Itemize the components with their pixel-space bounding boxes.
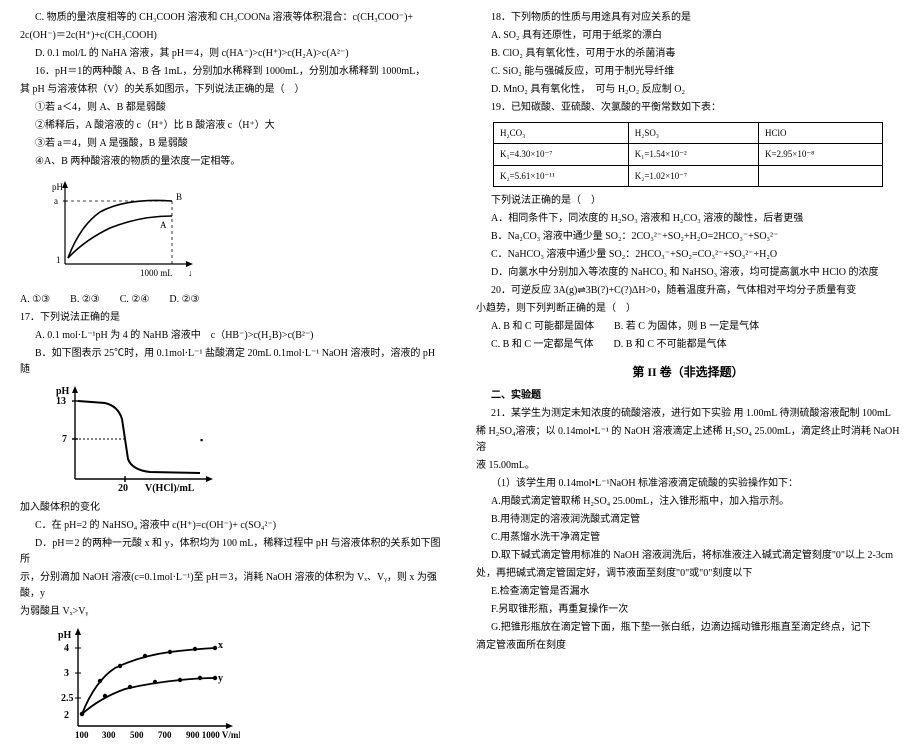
text-line: D. MnO₂ 具有氧化性， 可与 H₂O₂ 反应制 O₂ xyxy=(476,82,900,98)
table-row: K₁=4.30×10⁻⁷ K₁=1.54×10⁻² K=2.95×10⁻⁸ xyxy=(493,144,882,165)
q17-d3: 为弱酸且 Vₓ>Vᵧ xyxy=(20,604,444,620)
table-row: H₂CO₃ H₂SO₃ HClO xyxy=(493,123,882,144)
svg-text:700: 700 xyxy=(158,730,172,740)
graph-3-dilution-xy: pH 4 3 2.5 2 100 300 500 700 900 1000 V/… xyxy=(50,626,444,746)
svg-text:pH: pH xyxy=(58,630,72,641)
svg-text:4: 4 xyxy=(64,643,69,654)
table-cell: K₁=1.54×10⁻² xyxy=(628,144,758,165)
svg-text:↓: ↓ xyxy=(188,268,193,278)
svg-text:900 1000 V/mL: 900 1000 V/mL xyxy=(186,730,240,740)
svg-text:13: 13 xyxy=(56,396,66,407)
svg-text:500: 500 xyxy=(130,730,144,740)
text-line: 16．pH＝1的两种酸 A、B 各 1mL，分别加水稀释到 1000mL，分别加… xyxy=(20,64,444,80)
svg-text:A: A xyxy=(160,220,167,230)
q17-d: D．pH＝2 的两种一元酸 x 和 y，体积均为 100 mL，稀释过程中 pH… xyxy=(20,536,444,568)
equilibrium-constants-table: H₂CO₃ H₂SO₃ HClO K₁=4.30×10⁻⁷ K₁=1.54×10… xyxy=(493,122,883,187)
text-line: D. 0.1 mol/L 的 NaHA 溶液，其 pH＝4，则 c(HA⁻)>c… xyxy=(20,46,444,62)
text-line: C. SiO₂ 能与强碱反应，可用于制光导纤维 xyxy=(476,64,900,80)
text-line: A.用酸式滴定管取稀 H₂SO₄ 25.00mL，注入锥形瓶中，加入指示剂。 xyxy=(476,494,900,510)
svg-text:▪: ▪ xyxy=(200,435,203,445)
q17-c: C．在 pH=2 的 NaHSO₄ 溶液中 c(H⁺)=c(OH⁻)+ c(SO… xyxy=(20,518,444,534)
graph-svg: pH a 1 B A 1000 mL ↓ xyxy=(50,176,200,286)
text-line: 21．某学生为测定未知浓度的硫酸溶液，进行如下实验 用 1.00mL 待测硫酸溶… xyxy=(476,406,900,422)
q17-b2: 加入酸体积的变化 xyxy=(20,500,444,516)
right-column: 18．下列物质的性质与用途具有对应关系的是 A. SO₂ 具有还原性，可用于纸浆… xyxy=(460,8,908,643)
table-cell: K=2.95×10⁻⁸ xyxy=(758,144,882,165)
text-line: 小趋势，则下列判断正确的是（ ） xyxy=(476,301,900,317)
text-line: F.另取锥形瓶，再重复操作一次 xyxy=(476,602,900,618)
text-line: 18．下列物质的性质与用途具有对应关系的是 xyxy=(476,10,900,26)
graph-1-ph-dilution: pH a 1 B A 1000 mL ↓ xyxy=(50,176,444,286)
text-line: ④A、B 两种酸溶液的物质的量浓度一定相等。 xyxy=(20,154,444,170)
text-line: A. SO₂ 具有还原性，可用于纸浆的漂白 xyxy=(476,28,900,44)
text-line: 2c(OH⁻)＝2c(H⁺)+c(CH₃COOH) xyxy=(20,28,444,44)
svg-text:1: 1 xyxy=(56,255,61,265)
text-line: 下列说法正确的是（ ） xyxy=(476,193,900,209)
svg-text:pH: pH xyxy=(52,182,64,192)
table-row: K₂=5.61×10⁻¹¹ K₂=1.02×10⁻⁷ xyxy=(493,165,882,186)
svg-text:V(HCl)/mL: V(HCl)/mL xyxy=(145,483,195,494)
table-cell: HClO xyxy=(758,123,882,144)
svg-text:x: x xyxy=(218,640,223,651)
svg-text:1000 mL: 1000 mL xyxy=(140,268,173,278)
left-column: C. 物质的量浓度相等的 CH₃COOH 溶液和 CH₃COONa 溶液等体积混… xyxy=(12,8,460,643)
text-line: ③若 a＝4，则 A 是强酸，B 是弱酸 xyxy=(20,136,444,152)
text-line: 稀 H₂SO₄溶液；以 0.14mol•L⁻¹ 的 NaOH 溶液滴定上述稀 H… xyxy=(476,424,900,456)
text-line: A．相同条件下，同浓度的 H₂SO₃ 溶液和 H₂CO₃ 溶液的酸性，后者更强 xyxy=(476,211,900,227)
text-line: 处，再把碱式滴定管固定好，调节液面至刻度"0"或"0"刻度以下 xyxy=(476,566,900,582)
svg-text:300: 300 xyxy=(102,730,116,740)
svg-text:3: 3 xyxy=(64,668,69,679)
text-line: 20．可逆反应 3A(g)⇌3B(?)+C(?)ΔH>0，随着温度升高，气体相对… xyxy=(476,283,900,299)
table-cell: K₂=5.61×10⁻¹¹ xyxy=(493,165,628,186)
text-line: D．向氯水中分别加入等浓度的 NaHCO₃ 和 NaHSO₃ 溶液，均可提高氯水… xyxy=(476,265,900,281)
text-line: D.取下碱式滴定管用标准的 NaOH 溶液润洗后，将标准液注入碱式滴定管刻度"0… xyxy=(476,548,900,564)
text-line: G.把锥形瓶放在滴定管下面，瓶下垫一张白纸，边滴边摇动锥形瓶直至滴定终点，记下 xyxy=(476,620,900,636)
text-line: 液 15.00mL。 xyxy=(476,458,900,474)
svg-text:B: B xyxy=(176,192,182,202)
q17-a: A. 0.1 mol·L⁻¹pH 为 4 的 NaHB 溶液中 c（HB⁻)>c… xyxy=(20,328,444,344)
svg-text:7: 7 xyxy=(62,434,67,445)
text-line: ②稀释后，A 酸溶液的 c（H⁺）比 B 酸溶液 c（H⁺）大 xyxy=(20,118,444,134)
svg-text:2: 2 xyxy=(64,710,69,721)
q17-heading: 17．下列说法正确的是 xyxy=(20,310,444,326)
table-cell xyxy=(758,165,882,186)
graph-svg: pH 4 3 2.5 2 100 300 500 700 900 1000 V/… xyxy=(50,626,240,746)
text-line: B.用待测定的溶液润洗酸式滴定管 xyxy=(476,512,900,528)
text-line: C. B 和 C 一定都是气体 D. B 和 C 不可能都是气体 xyxy=(476,337,900,353)
text-line: 其 pH 与溶液体积（V）的关系如图示，下列说法正确的是（ ） xyxy=(20,82,444,98)
text-line: 19．已知碳酸、亚硫酸、次氯酸的平衡常数如下表： xyxy=(476,100,900,116)
q17-b: B．如下图表示 25℃时，用 0.1mol·L⁻¹ 盐酸滴定 20mL 0.1m… xyxy=(20,346,444,378)
svg-text:20: 20 xyxy=(118,483,128,494)
table-cell: H₂SO₃ xyxy=(628,123,758,144)
sub-heading: 二、实验题 xyxy=(476,388,900,404)
section-heading: 第 II 卷（非选择题） xyxy=(476,363,900,382)
q17-d2: 示，分别滴加 NaOH 溶液(c=0.1mol·L⁻¹)至 pH＝3，消耗 Na… xyxy=(20,570,444,602)
text-line: E.检查滴定管是否漏水 xyxy=(476,584,900,600)
text-line: B．Na₂CO₃ 溶液中通少量 SO₂：2CO₃²⁻+SO₂+H₂O=2HCO₃… xyxy=(476,229,900,245)
svg-text:y: y xyxy=(218,673,223,684)
text-line: A. B 和 C 可能都是固体 B. 若 C 为固体，则 B 一定是气体 xyxy=(476,319,900,335)
options-16: A. ①③ B. ②③ C. ②④ D. ②③ xyxy=(20,292,444,308)
text-line: C.用蒸馏水洗干净滴定管 xyxy=(476,530,900,546)
graph-svg: pH 13 7 20 V(HCl)/mL ▪ xyxy=(50,384,220,494)
text-line: （1）该学生用 0.14mol•L⁻¹NaOH 标准溶液滴定硫酸的实验操作如下： xyxy=(476,476,900,492)
text-line: C. 物质的量浓度相等的 CH₃COOH 溶液和 CH₃COONa 溶液等体积混… xyxy=(20,10,444,26)
svg-text:2.5: 2.5 xyxy=(61,693,74,704)
svg-text:a: a xyxy=(54,196,58,206)
text-line: 滴定管液面所在刻度 xyxy=(476,638,900,654)
text-line: C．NaHCO₃ 溶液中通少量 SO₂：2HCO₃⁻+SO₂=CO₃²⁻+SO₃… xyxy=(476,247,900,263)
text-line: ①若 a＜4，则 A、B 都是弱酸 xyxy=(20,100,444,116)
table-cell: H₂CO₃ xyxy=(493,123,628,144)
table-cell: K₂=1.02×10⁻⁷ xyxy=(628,165,758,186)
text-line: B. ClO₂ 具有氧化性，可用于水的杀菌消毒 xyxy=(476,46,900,62)
table-cell: K₁=4.30×10⁻⁷ xyxy=(493,144,628,165)
svg-text:100: 100 xyxy=(75,730,89,740)
graph-2-titration: pH 13 7 20 V(HCl)/mL ▪ xyxy=(50,384,444,494)
